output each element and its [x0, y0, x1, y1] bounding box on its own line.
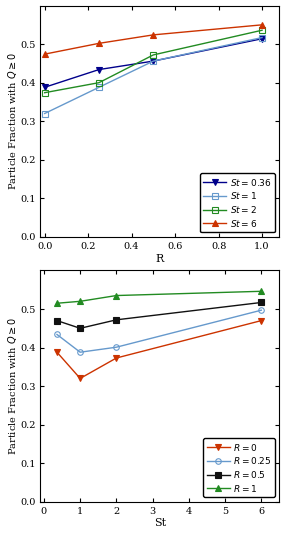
$St = 2$ [43, 90, 46, 96]
Legend: $R=0$, $R=0.25$, $R=0.5$, $R=1$: $R=0$, $R=0.25$, $R=0.5$, $R=1$ [203, 438, 275, 497]
Line: $St = 6$: $St = 6$ [42, 22, 265, 57]
$R=0.5$ [78, 325, 82, 332]
$St = 6$ [152, 32, 155, 38]
$St = 6$ [260, 22, 264, 28]
$St = 2$ [152, 52, 155, 58]
$R=0.25$ [115, 344, 118, 350]
X-axis label: R: R [156, 254, 164, 263]
Line: $St = 1$: $St = 1$ [42, 35, 265, 116]
$St = 0.36$ [260, 35, 264, 42]
Y-axis label: Particle Fraction with $Q \geq 0$: Particle Fraction with $Q \geq 0$ [5, 52, 19, 191]
Y-axis label: Particle Fraction with $Q \geq 0$: Particle Fraction with $Q \geq 0$ [5, 317, 19, 456]
$R=0.25$ [260, 307, 263, 313]
$St = 1$ [260, 34, 264, 41]
$St = 1$ [152, 58, 155, 64]
$St = 2$ [260, 27, 264, 34]
$R=0.5$ [55, 317, 59, 324]
$St = 2$ [97, 80, 101, 86]
Line: $St = 2$: $St = 2$ [42, 27, 265, 96]
$R=0$ [260, 317, 263, 324]
$St = 0.36$ [43, 84, 46, 90]
$R=0.25$ [55, 331, 59, 337]
$R=1$ [78, 298, 82, 304]
$R=1$ [55, 300, 59, 307]
Line: $R=0$: $R=0$ [54, 318, 264, 381]
$R=0$ [55, 349, 59, 356]
$R=1$ [260, 288, 263, 294]
$St = 0.36$ [97, 66, 101, 73]
$St = 6$ [97, 40, 101, 46]
$R=0$ [115, 355, 118, 361]
$R=0.25$ [78, 349, 82, 356]
X-axis label: St: St [154, 519, 166, 529]
$St = 6$ [43, 51, 46, 57]
$St = 1$ [97, 84, 101, 90]
Legend: $St = 0.36$, $St = 1$, $St = 2$, $St = 6$: $St = 0.36$, $St = 1$, $St = 2$, $St = 6… [200, 173, 275, 232]
$St = 0.36$ [152, 58, 155, 64]
$R=1$ [115, 292, 118, 299]
Line: $St = 0.36$: $St = 0.36$ [42, 36, 265, 90]
$St = 1$ [43, 111, 46, 117]
$R=0$ [78, 375, 82, 382]
Line: $R=1$: $R=1$ [54, 288, 264, 306]
Line: $R=0.25$: $R=0.25$ [54, 308, 264, 355]
Line: $R=0.5$: $R=0.5$ [54, 300, 264, 331]
$R=0.5$ [260, 299, 263, 305]
$R=0.5$ [115, 317, 118, 323]
